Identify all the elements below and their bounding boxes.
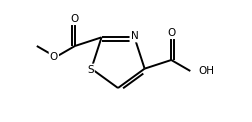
Text: S: S	[87, 65, 94, 75]
Text: O: O	[50, 52, 58, 62]
Text: OH: OH	[198, 66, 214, 76]
Text: O: O	[167, 28, 175, 38]
Text: O: O	[71, 14, 79, 24]
Text: N: N	[131, 31, 138, 41]
